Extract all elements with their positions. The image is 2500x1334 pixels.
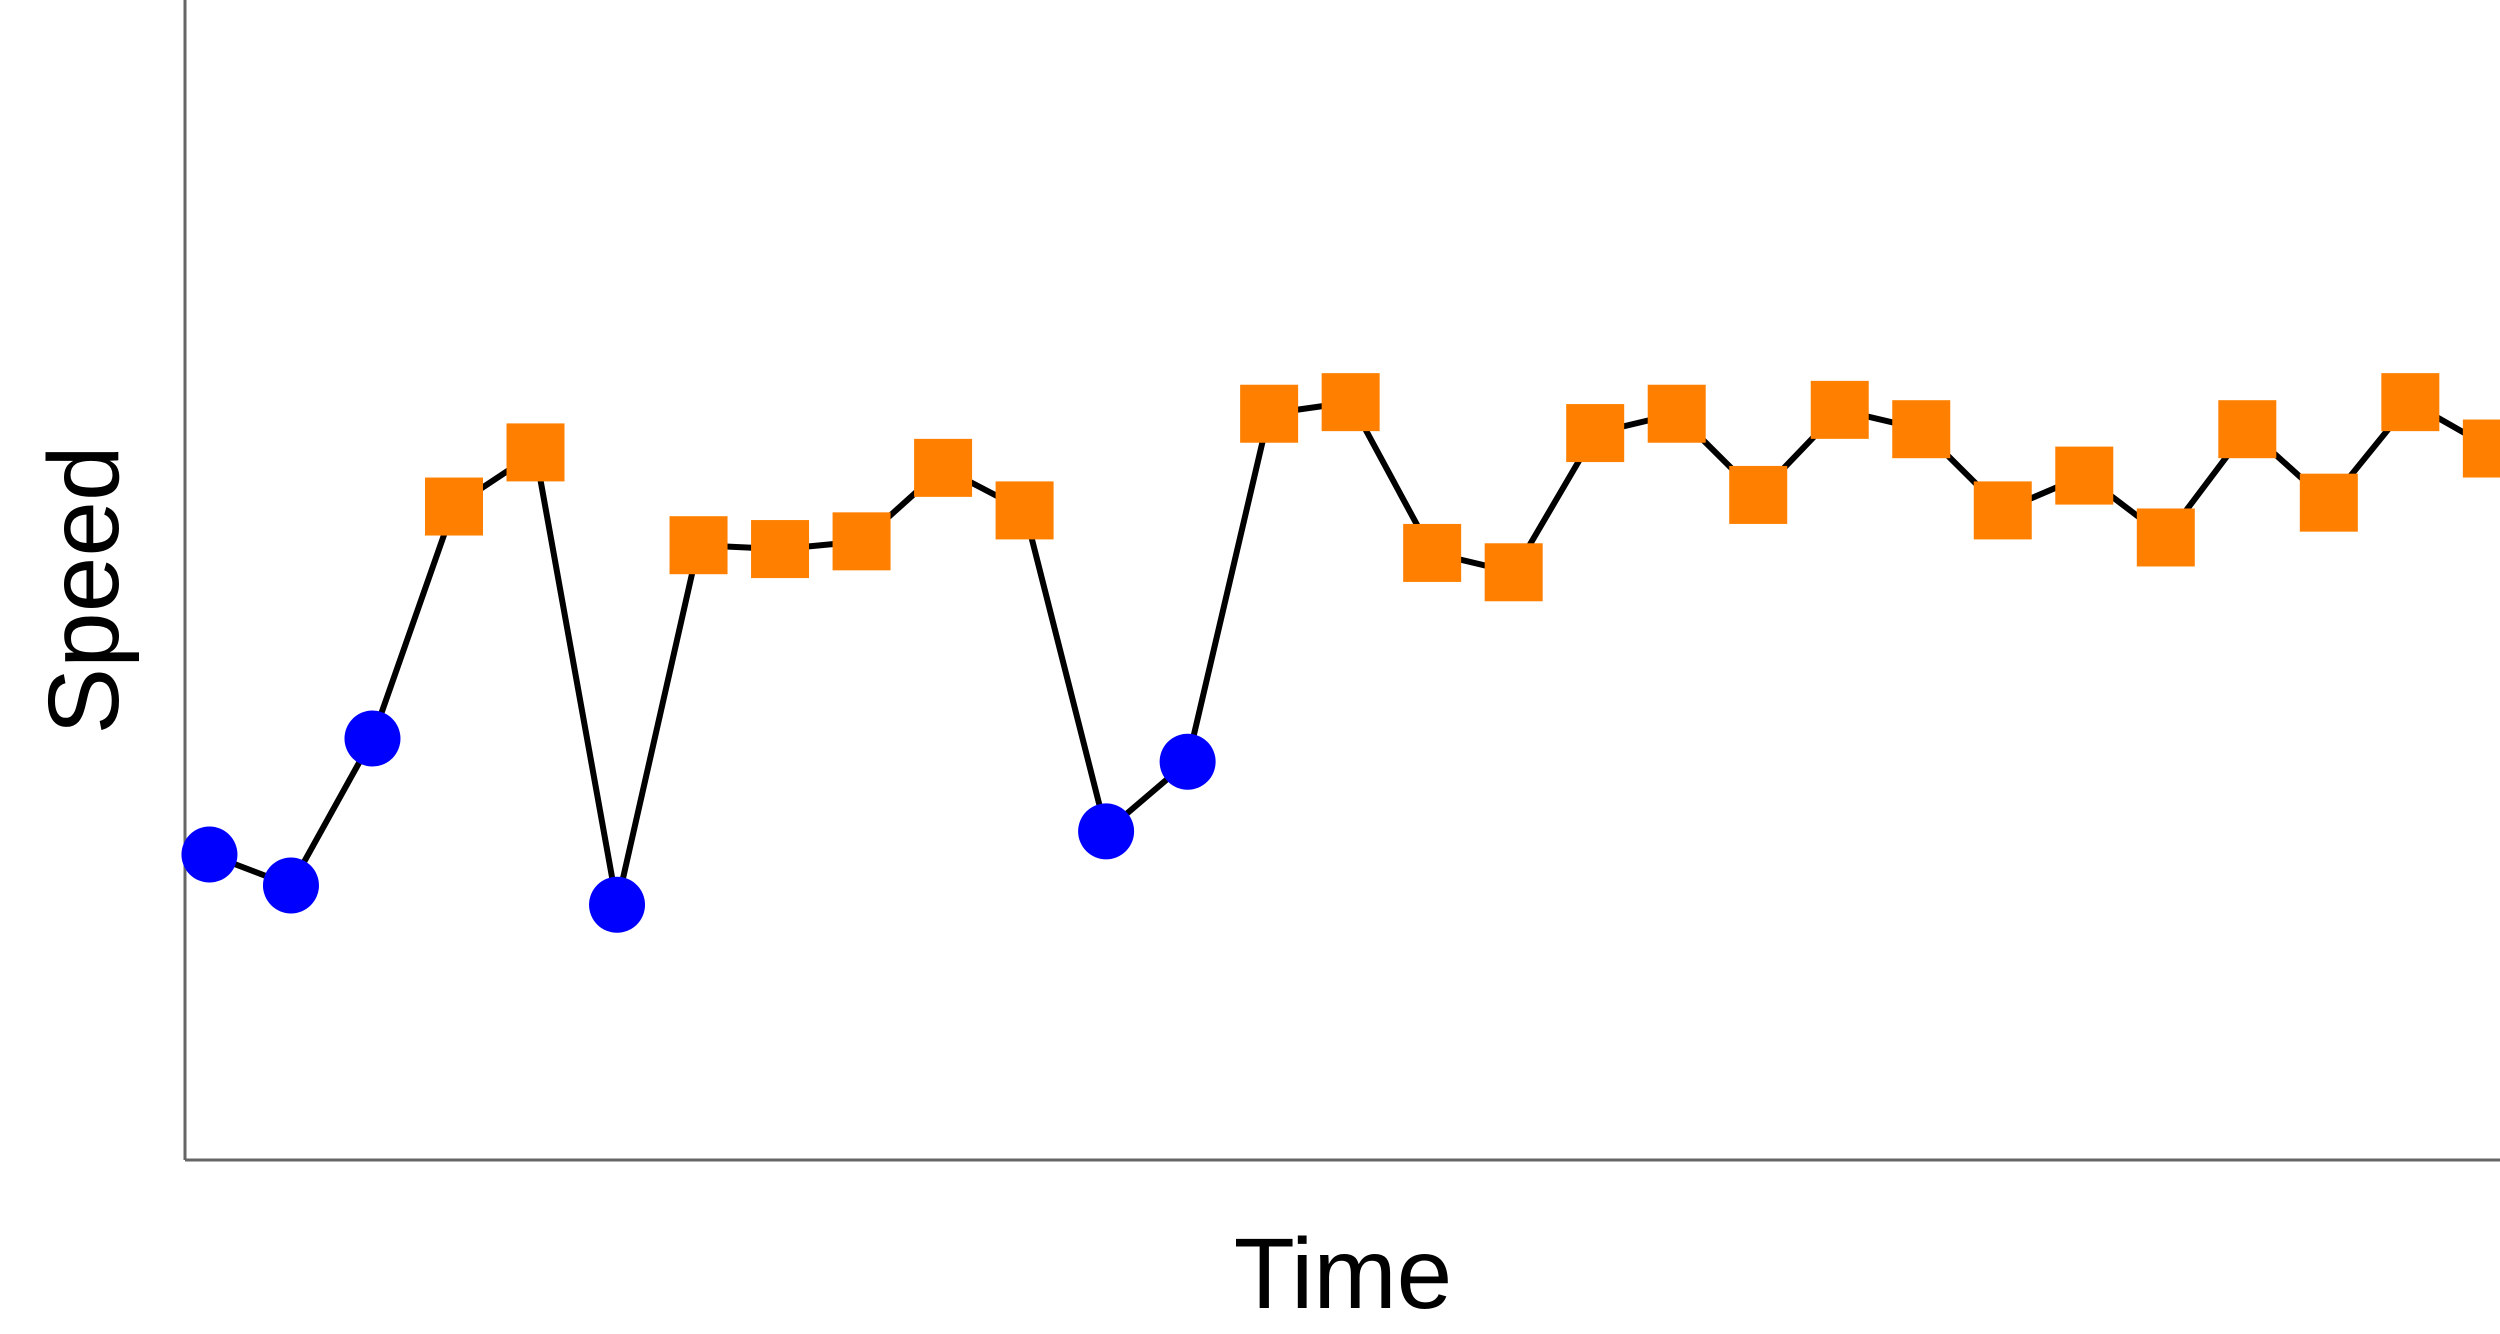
data-point-marker [2462,419,2500,478]
y-axis-label: Speed [28,445,140,734]
axes [183,0,2500,1162]
data-point-marker [1240,384,1299,443]
data-point-marker [751,520,810,579]
data-point-marker [2299,473,2358,532]
data-point-marker [832,512,891,571]
data-point-marker [1484,543,1543,602]
data-point-marker [1078,803,1135,860]
data-point-marker [2055,446,2114,505]
data-point-marker [1321,373,1380,432]
data-point-marker [181,826,238,883]
data-point-marker [995,481,1054,540]
data-point-marker [1729,465,1788,524]
data-point-marker [1566,404,1625,463]
data-point-marker [2136,508,2195,567]
data-point-marker [344,710,401,767]
data-point-marker [1892,400,1951,459]
series-markers [181,373,2500,933]
data-point-marker [1403,523,1462,582]
data-point-marker [589,876,646,933]
series [181,373,2500,933]
data-point-marker [914,438,973,497]
data-point-marker [506,423,565,482]
data-point-marker [1973,481,2032,540]
data-point-marker [669,516,728,575]
data-point-marker [1810,380,1869,439]
data-point-marker [424,477,483,536]
data-point-marker [1647,384,1706,443]
data-point-marker [262,857,319,914]
data-point-marker [2218,400,2277,459]
data-point-marker [1159,733,1216,790]
x-axis-label: Time [1234,1218,1453,1330]
data-point-marker [2381,373,2440,432]
